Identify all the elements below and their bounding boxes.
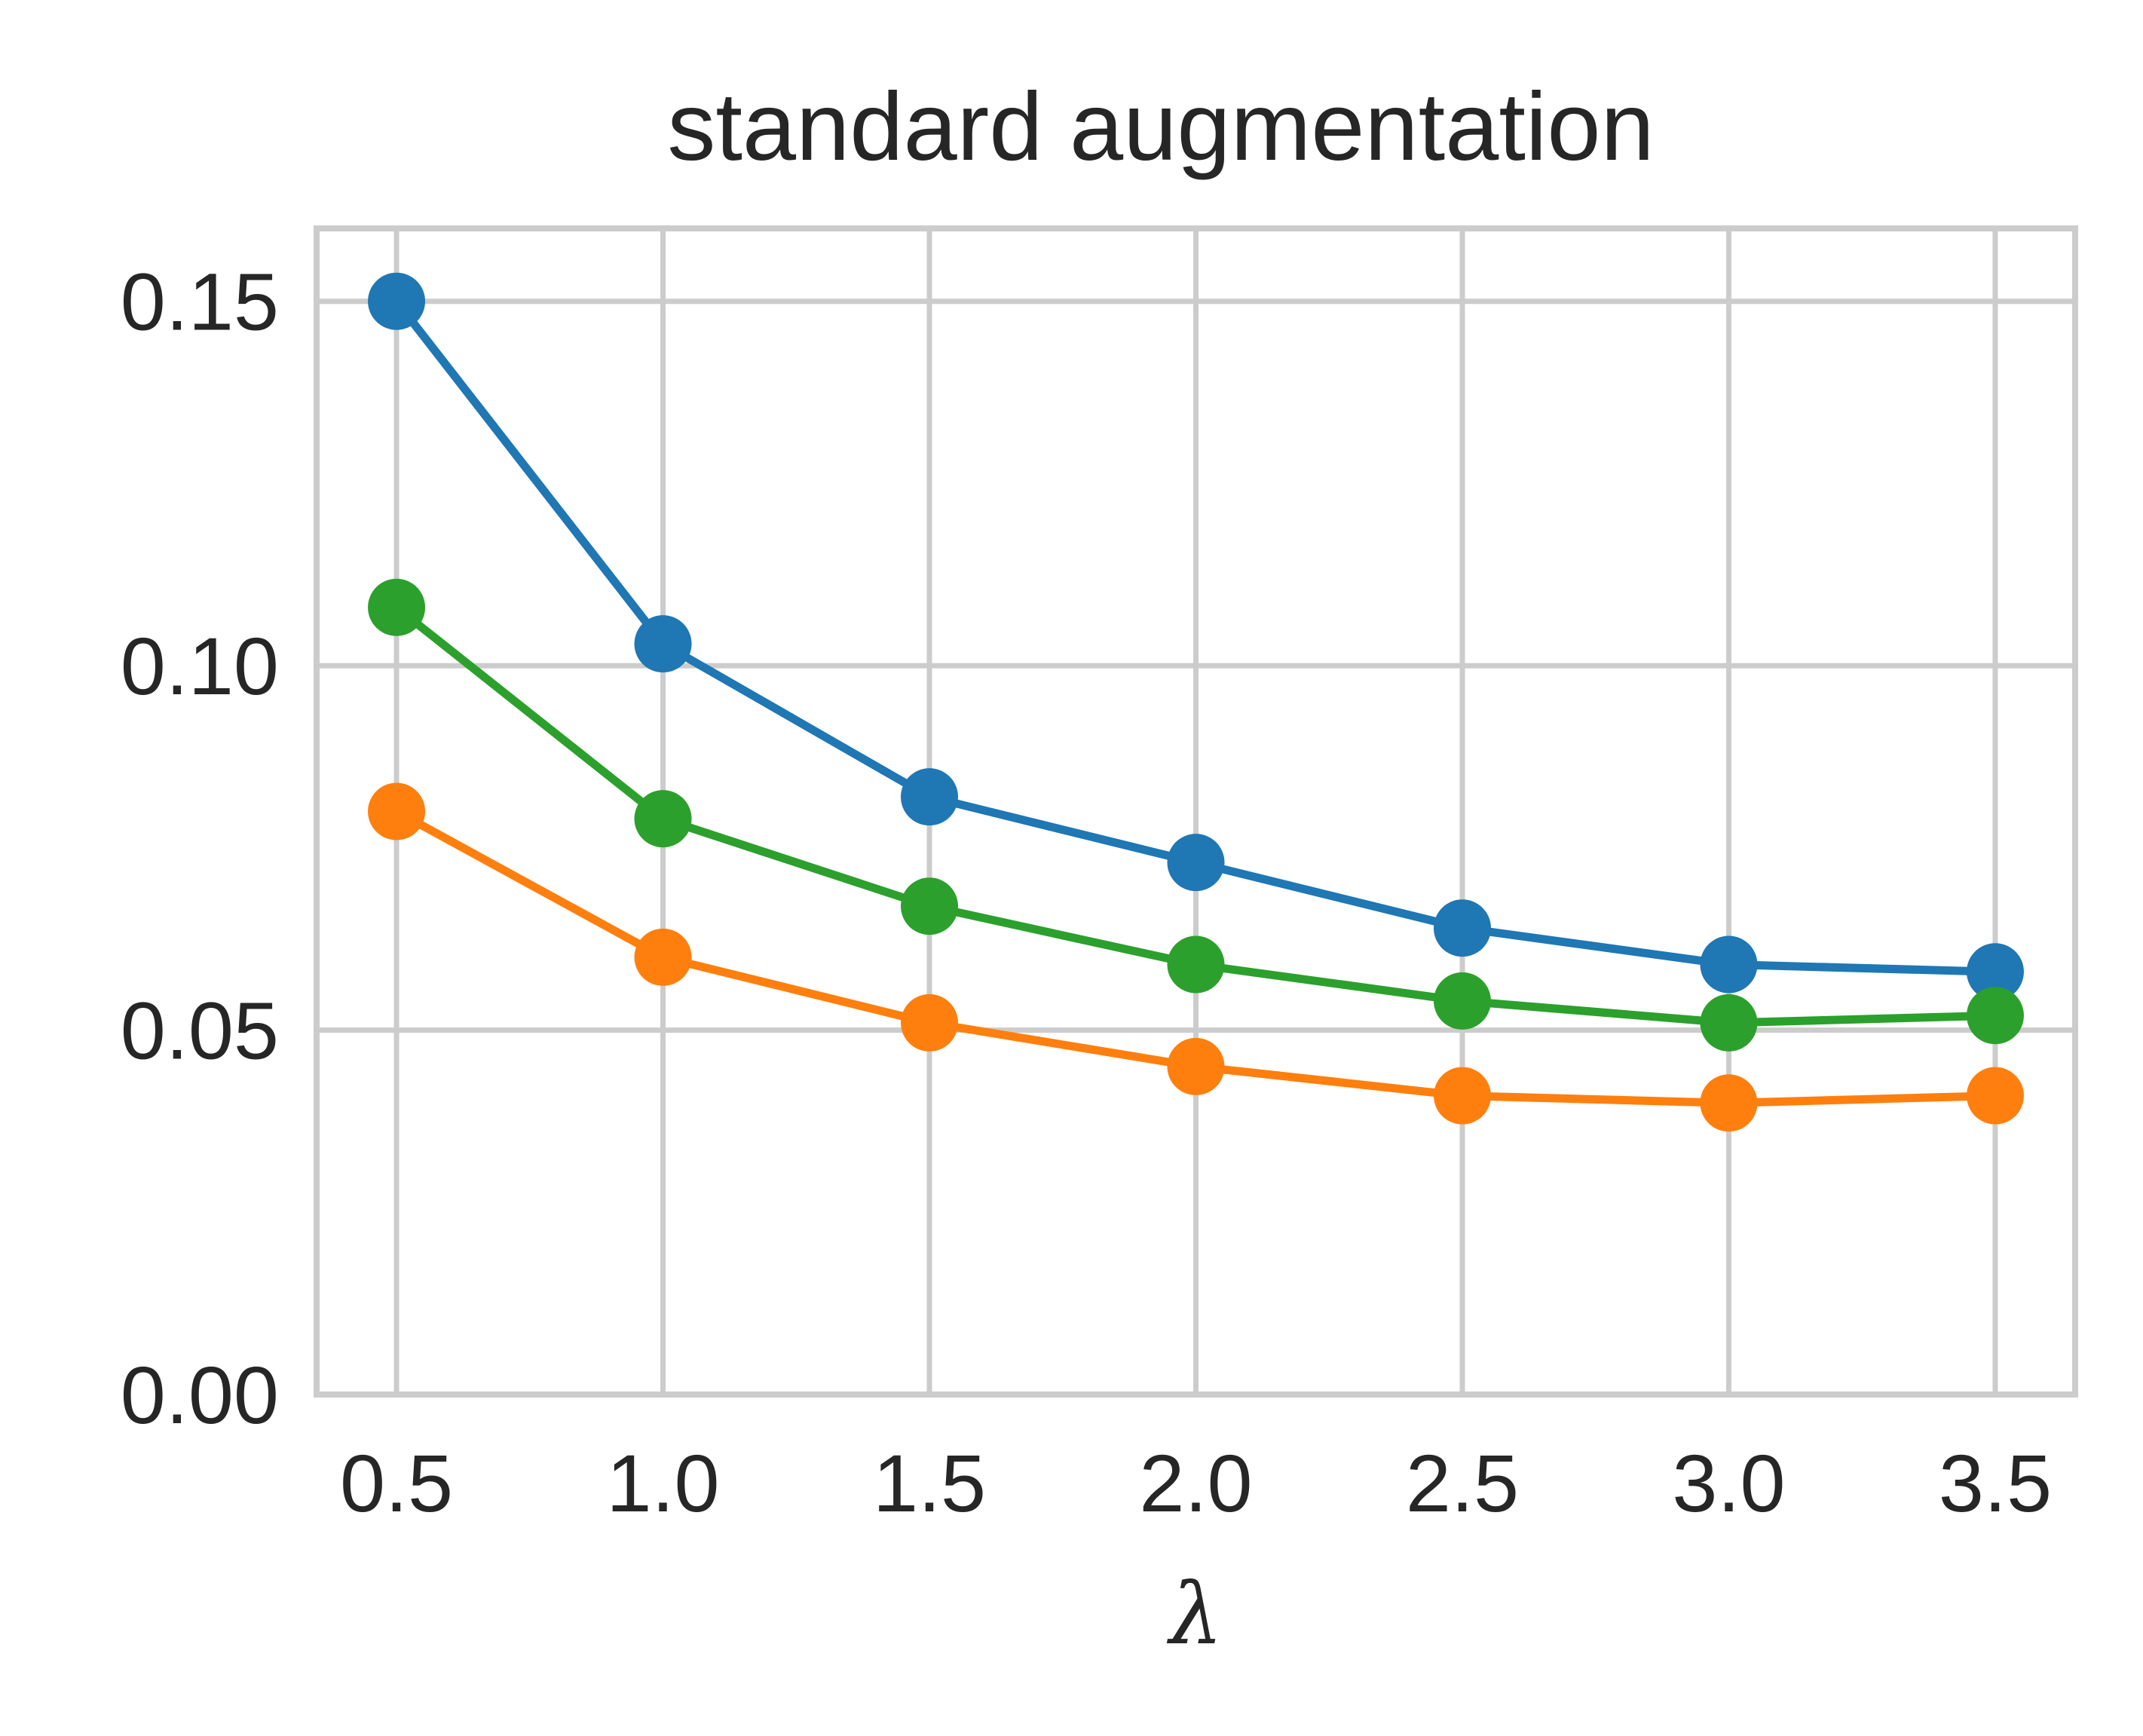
data-point bbox=[901, 994, 959, 1052]
x-tick-label: 2.5 bbox=[1406, 1437, 1519, 1529]
x-tick-label: 1.0 bbox=[606, 1437, 719, 1529]
series-1 bbox=[368, 578, 2024, 1052]
data-point bbox=[901, 877, 959, 935]
data-point bbox=[1700, 1074, 1758, 1132]
series-2 bbox=[368, 782, 2024, 1132]
data-point bbox=[1700, 935, 1758, 994]
series-0 bbox=[368, 272, 2024, 1001]
x-axis-label: λ bbox=[1167, 1566, 1223, 1664]
data-point bbox=[634, 790, 692, 848]
x-tick-label: 0.5 bbox=[340, 1437, 453, 1529]
data-point bbox=[1433, 972, 1491, 1030]
data-point bbox=[1966, 943, 2024, 1001]
y-tick-label: 0.15 bbox=[121, 256, 279, 348]
data-point bbox=[1966, 987, 2024, 1045]
x-tick-label: 2.0 bbox=[1139, 1437, 1252, 1529]
grid bbox=[317, 228, 2075, 1398]
x-tick-labels: 0.5 1.0 1.5 2.0 2.5 3.0 3.5 bbox=[340, 1437, 2052, 1529]
series-layer bbox=[368, 272, 2024, 1132]
data-point bbox=[368, 782, 426, 840]
y-tick-label: 0.05 bbox=[121, 985, 279, 1076]
data-point bbox=[368, 272, 426, 330]
plot-frame bbox=[314, 225, 2078, 1398]
data-point bbox=[1700, 994, 1758, 1052]
y-tick-labels: 0.00 0.05 0.10 0.15 bbox=[121, 256, 279, 1441]
data-point bbox=[634, 928, 692, 986]
data-point bbox=[1433, 899, 1491, 957]
data-point bbox=[368, 578, 426, 636]
y-tick-label: 0.00 bbox=[121, 1349, 279, 1441]
chart-title: standard augmentation bbox=[667, 73, 1654, 181]
x-tick-label: 3.5 bbox=[1939, 1437, 2052, 1529]
data-point bbox=[1167, 1037, 1225, 1095]
y-tick-label: 0.10 bbox=[121, 620, 279, 712]
data-point bbox=[1433, 1067, 1491, 1125]
data-point bbox=[1167, 935, 1225, 994]
data-point bbox=[1167, 834, 1225, 892]
data-point bbox=[901, 768, 959, 826]
x-tick-label: 1.5 bbox=[873, 1437, 986, 1529]
data-point bbox=[634, 615, 692, 673]
x-tick-label: 3.0 bbox=[1672, 1437, 1785, 1529]
data-point bbox=[1966, 1067, 2024, 1125]
